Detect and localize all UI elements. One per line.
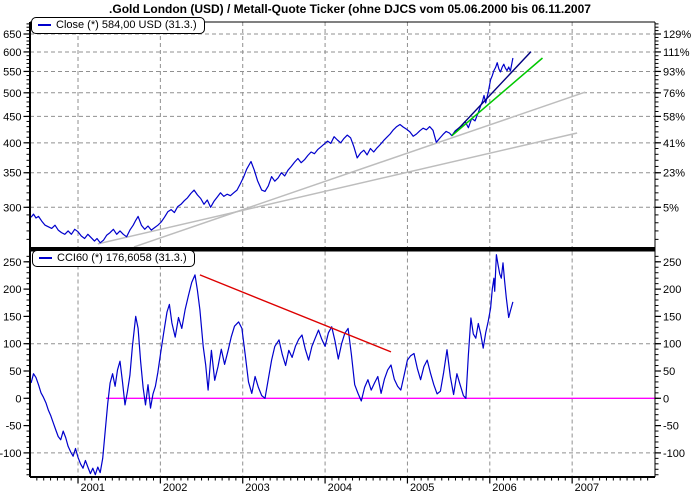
svg-text:200: 200 [663,284,681,296]
svg-text:400: 400 [3,138,21,150]
svg-text:23%: 23% [663,168,685,180]
svg-text:50: 50 [9,366,21,378]
svg-text:93%: 93% [663,66,685,78]
cci-legend-line-swatch [39,257,52,259]
svg-text:-100: -100 [0,448,22,460]
svg-text:500: 500 [3,88,21,100]
svg-text:450: 450 [3,111,21,123]
svg-text:250: 250 [663,257,681,269]
cci-legend-label: CCI60 (*) 176,6058 (31.3.) [57,252,187,264]
svg-text:100: 100 [663,339,681,351]
svg-text:76%: 76% [663,88,685,100]
svg-text:41%: 41% [663,138,685,150]
cci-legend: CCI60 (*) 176,6058 (31.3.) [32,250,195,267]
price-legend: Close (*) 584,00 USD (31.3.) [31,17,205,34]
svg-text:2003: 2003 [245,482,269,494]
svg-text:2007: 2007 [575,482,599,494]
svg-text:250: 250 [3,257,21,269]
svg-text:200: 200 [3,284,21,296]
chart-title: .Gold London (USD) / Metall-Quote Ticker… [109,2,591,16]
svg-text:2005: 2005 [410,482,434,494]
svg-text:350: 350 [3,168,21,180]
svg-text:650: 650 [3,29,21,41]
svg-text:2002: 2002 [163,482,187,494]
svg-text:100: 100 [3,339,21,351]
svg-text:50: 50 [663,366,675,378]
svg-text:2001: 2001 [81,482,105,494]
svg-text:111%: 111% [663,47,690,59]
svg-text:0: 0 [663,393,669,405]
svg-text:2006: 2006 [492,482,516,494]
price-legend-label: Close (*) 584,00 USD (31.3.) [56,19,197,31]
svg-text:600: 600 [3,47,21,59]
price-legend-line-swatch [38,24,51,26]
svg-text:2004: 2004 [328,482,352,494]
svg-text:58%: 58% [663,111,685,123]
svg-text:150: 150 [3,311,21,323]
svg-text:0: 0 [15,393,21,405]
svg-text:-100: -100 [663,448,685,460]
svg-text:-50: -50 [6,421,22,433]
svg-text:129%: 129% [663,29,691,41]
svg-text:-50: -50 [663,421,679,433]
svg-text:300: 300 [3,202,21,214]
svg-text:550: 550 [3,66,21,78]
svg-text:150: 150 [663,311,681,323]
svg-text:5%: 5% [663,202,679,214]
